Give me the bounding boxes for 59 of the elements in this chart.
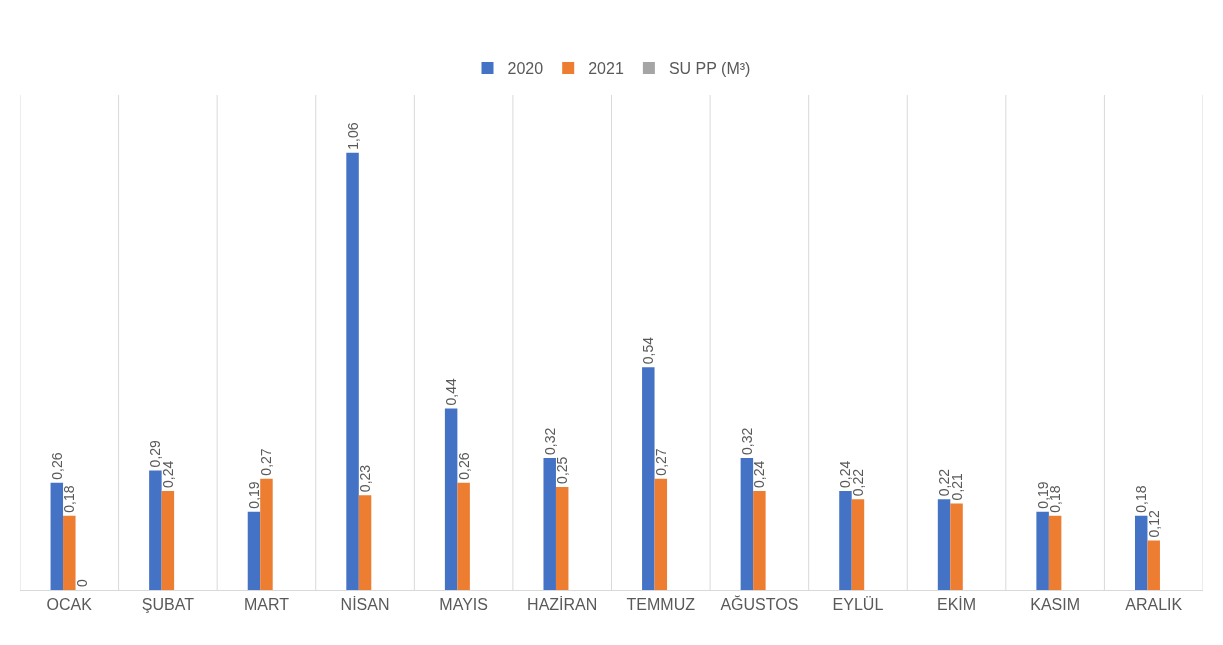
data-label: 0,24 — [837, 460, 854, 488]
x-tick-label: MAYIS — [439, 596, 488, 614]
x-tick-label: TEMMUZ — [626, 596, 696, 614]
bar — [63, 515, 76, 590]
data-label: 0,44 — [443, 378, 460, 406]
bar — [753, 491, 766, 590]
data-label: 0,19 — [245, 481, 262, 509]
bar — [260, 478, 273, 590]
x-tick-label: ARALIK — [1125, 596, 1183, 614]
bar — [654, 478, 668, 590]
bar — [457, 482, 470, 590]
bar — [161, 491, 175, 590]
x-tick-label: EYLÜL — [832, 596, 884, 614]
legend-label: 2021 — [588, 60, 624, 78]
bar — [1036, 511, 1049, 590]
bar — [543, 458, 556, 590]
data-label: 0 — [73, 579, 90, 587]
data-label: 0,26 — [48, 452, 65, 480]
data-label: 0,18 — [1133, 485, 1150, 513]
bar — [358, 495, 372, 590]
data-label: 0,23 — [357, 464, 374, 493]
bar — [851, 499, 865, 590]
data-label: 0,25 — [554, 456, 571, 484]
x-tick-label: EKİM — [936, 595, 977, 614]
bar — [937, 499, 951, 590]
data-label: 0,24 — [751, 460, 768, 488]
bar — [642, 367, 655, 590]
x-tick-label: AĞUSTOS — [720, 595, 799, 614]
bar — [247, 511, 261, 590]
bar — [149, 470, 162, 590]
data-label: 0,22 — [936, 468, 953, 497]
bar — [1048, 515, 1062, 590]
x-tick-label: KASIM — [1030, 596, 1081, 614]
bar — [950, 503, 963, 590]
data-label: 0,18 — [61, 485, 78, 513]
x-tick-label: ŞUBAT — [141, 596, 195, 614]
x-tick-label: OCAK — [46, 596, 93, 614]
bar — [1134, 515, 1148, 590]
x-tick-label: HAZİRAN — [527, 595, 598, 614]
data-label: 0,12 — [1145, 510, 1162, 538]
data-label: 0,27 — [258, 448, 275, 476]
legend-label: 2020 — [507, 60, 544, 78]
data-label: 1,06 — [344, 122, 361, 150]
bar — [346, 152, 359, 590]
bar — [740, 458, 754, 590]
bar — [1147, 540, 1160, 590]
legend-label: SU PP (M³) — [668, 60, 751, 78]
x-tick-label: MART — [243, 596, 290, 614]
bar — [444, 408, 458, 590]
bar — [839, 491, 852, 590]
data-label: 0,32 — [738, 427, 755, 455]
data-label: 0,32 — [541, 427, 558, 455]
data-label: 0,27 — [652, 448, 669, 476]
x-tick-label: NİSAN — [340, 595, 390, 614]
bar — [555, 486, 569, 590]
data-label: 0,54 — [640, 336, 657, 365]
data-label: 0,19 — [1034, 481, 1051, 509]
data-label: 0,26 — [455, 452, 472, 480]
bar — [50, 482, 64, 590]
